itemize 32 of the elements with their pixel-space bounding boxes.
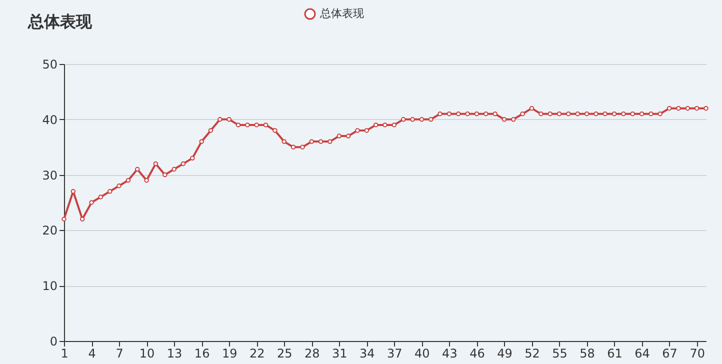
y-tick-label: 30 <box>42 168 58 182</box>
x-tick-label: 22 <box>249 346 265 360</box>
x-tick-label: 49 <box>497 346 512 360</box>
x-tick-label: 7 <box>116 346 124 360</box>
x-tick-label: 70 <box>690 346 705 360</box>
x-tick-label: 52 <box>524 346 540 360</box>
y-tick-label: 50 <box>42 58 58 72</box>
x-tick-label: 46 <box>470 346 485 360</box>
x-tick-label: 19 <box>222 346 238 360</box>
x-tick-label: 67 <box>662 346 678 360</box>
legend-label: 总体表现 <box>319 7 364 20</box>
x-tick-label: 37 <box>387 346 402 360</box>
x-tick-label: 28 <box>304 346 320 360</box>
x-tick-label: 34 <box>360 346 375 360</box>
x-tick-label: 16 <box>194 346 210 360</box>
y-tick-label: 10 <box>42 279 58 294</box>
x-tick-label: 40 <box>414 346 430 360</box>
x-tick-label: 43 <box>442 346 458 360</box>
x-tick-label: 13 <box>166 346 182 360</box>
x-tick-label: 10 <box>139 346 155 360</box>
y-tick-label: 20 <box>42 224 58 238</box>
x-tick-label: 55 <box>552 346 568 360</box>
x-tick-label: 61 <box>607 346 622 360</box>
x-tick-label: 1 <box>60 346 68 360</box>
x-tick-label: 64 <box>634 346 650 360</box>
x-tick-label: 58 <box>580 346 595 360</box>
y-tick-label: 0 <box>50 334 58 348</box>
chart-title: 总体表现 <box>27 12 93 31</box>
x-tick-label: 31 <box>332 346 348 360</box>
x-tick-label: 25 <box>276 346 292 360</box>
x-tick-label: 4 <box>88 346 96 360</box>
y-tick-label: 40 <box>42 112 58 127</box>
